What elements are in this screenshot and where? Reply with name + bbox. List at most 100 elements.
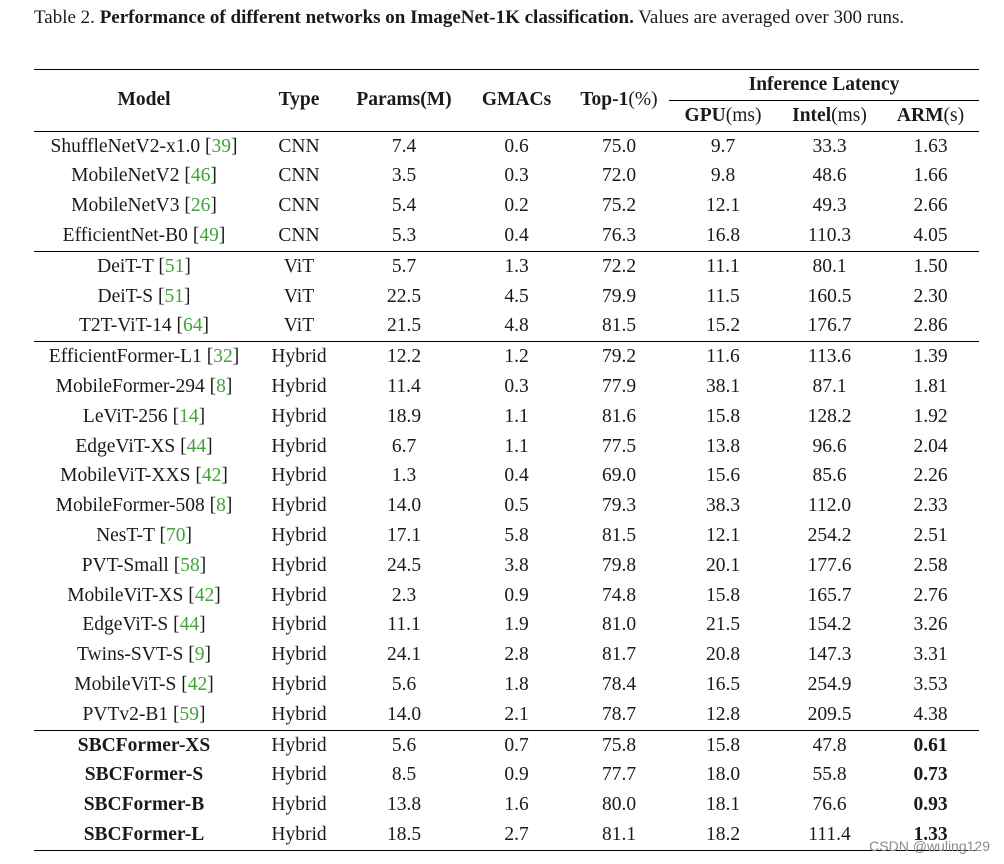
citation-link[interactable]: 42 [194,584,215,606]
cell-model: PVT-Small [58] [34,551,254,581]
cell-type: Hybrid [271,764,327,786]
citation-link[interactable]: 58 [180,554,200,576]
table-row: ShuffleNetV2-x1.0 [39] CNN 7.4 0.6 75.0 9.7 33… [34,131,979,161]
citation-link[interactable]: 32 [213,346,233,368]
citation-link[interactable]: 42 [201,465,222,487]
cell-gpu: 9.7 [710,135,736,157]
cell-model: MobileViT-XXS [42] [34,461,254,491]
header-row-sub: GPU(ms) Intel(ms) ARM(s) [34,100,979,132]
model-name: PVT-Small [81,554,169,576]
citation-close-bracket: ] [232,346,240,368]
cell-gpu: 15.8 [669,729,777,761]
cell-model: LeViT-256 [14] [34,402,254,432]
citation-link[interactable]: 49 [199,224,219,246]
cell-params: 18.9 [386,405,422,427]
cell-gmacs: 2.8 [504,644,529,666]
model-name: MobileNetV2 [71,165,180,187]
citation-close-bracket: ] [184,255,191,277]
citation-link[interactable]: 8 [216,495,226,517]
cell-params: 3.5 [391,165,417,187]
table-row: PVT-Small [58] Hybrid 24.5 3.8 79.8 20.1 177.6… [34,551,979,581]
cell-gmacs: 4.5 [504,285,529,307]
citation-open-bracket: [ [204,375,217,397]
cell-intel: 209.5 [807,703,852,725]
citation-link[interactable]: 14 [179,405,199,427]
citation-link[interactable]: 8 [216,375,226,397]
cell-arm: 2.86 [913,315,948,337]
citation-open-bracket: [ [187,224,200,246]
cell-model: MobileNetV3 [26] [34,191,254,221]
model-name: EdgeViT-S [82,614,169,636]
citation-close-bracket: ] [218,224,226,246]
citation-link[interactable]: 9 [194,644,205,666]
cell-params: 6.7 [391,435,417,457]
cell-gmacs: 3.8 [504,554,529,576]
cell-gpu: 11.5 [706,285,740,307]
cell-intel: 154.2 [807,614,852,636]
cell-gmacs: 0.4 [504,465,529,487]
cell-intel: 33.3 [812,135,847,157]
cell-gpu: 38.3 [705,495,741,517]
citation-open-bracket: [ [168,703,180,725]
cell-arm: 1.39 [882,341,979,372]
cell-top1: 75.8 [569,729,669,761]
cell-arm: 2.51 [913,524,948,546]
cell-type: Hybrid [271,614,327,636]
citation-open-bracket: [ [183,644,195,666]
citation-open-bracket: [ [190,465,202,487]
cell-model: SBCFormer-S [34,760,254,790]
table-row: SBCFormer-B Hybrid 13.8 1.6 80.0 18.1 76.6 0.93 [34,790,979,820]
cell-gmacs: 5.8 [504,524,529,546]
cell-model: MobileViT-S [42] [34,670,254,700]
cell-gpu: 18.2 [669,819,777,851]
cell-top1: 77.7 [601,764,637,786]
cell-gpu: 15.8 [705,584,741,606]
cell-top1: 69.0 [601,465,637,487]
col-header-arm: ARM(s) [882,100,979,132]
cell-top1: 74.8 [601,584,637,606]
cell-arm: 1.50 [882,250,979,282]
cell-gmacs: 0.9 [504,764,529,786]
cell-top1: 79.3 [601,495,637,517]
citation-close-bracket: ] [210,165,217,187]
cell-model: NesT-T [70] [34,521,254,551]
cell-type: CNN [278,195,320,217]
citation-link[interactable]: 64 [183,315,203,337]
citation-link[interactable]: 39 [211,135,232,157]
citation-link[interactable]: 44 [179,614,200,636]
cell-type: Hybrid [271,524,327,546]
citation-link[interactable]: 26 [190,195,211,217]
top1-label: Top-1 [580,89,629,111]
citation-link[interactable]: 44 [186,435,207,457]
citation-link[interactable]: 51 [164,255,185,277]
cell-type: Hybrid [271,794,327,816]
gpu-label: GPU [684,104,726,126]
intel-unit: (ms) [831,104,867,126]
cell-gmacs: 1.1 [504,435,529,457]
cell-gmacs: 0.3 [504,375,529,397]
citation-link[interactable]: 46 [190,165,211,187]
citation-link[interactable]: 70 [165,524,186,546]
cell-top1: 77.9 [601,375,637,397]
cell-type: Hybrid [271,554,327,576]
cell-intel: 96.6 [812,435,847,457]
cell-arm: 4.38 [913,703,948,725]
citation-link[interactable]: 42 [187,673,208,695]
cell-params: 1.3 [391,465,417,487]
citation-link[interactable]: 59 [179,703,199,725]
citation-open-bracket: [ [167,405,180,427]
cell-top1: 78.7 [601,703,637,725]
citation-open-bracket: [ [168,554,181,576]
citation-close-bracket: ] [185,524,192,546]
cell-gmacs: 4.8 [504,315,529,337]
citation-link[interactable]: 51 [164,285,185,307]
cell-gpu: 20.8 [705,644,741,666]
cell-intel: 49.3 [812,195,847,217]
model-name: ShuffleNetV2-x1.0 [50,135,201,157]
table-row: MobileNetV2 [46] CNN 3.5 0.3 72.0 9.8 48.6 1.66 [34,161,979,191]
table-row: SBCFormer-L Hybrid 18.5 2.7 81.1 18.2 111.4 1.3… [34,819,979,851]
cell-gmacs: 0.9 [504,584,529,606]
cell-params: 14.0 [386,703,422,725]
cell-arm: 2.76 [913,584,948,606]
cell-arm: 1.92 [913,405,948,427]
